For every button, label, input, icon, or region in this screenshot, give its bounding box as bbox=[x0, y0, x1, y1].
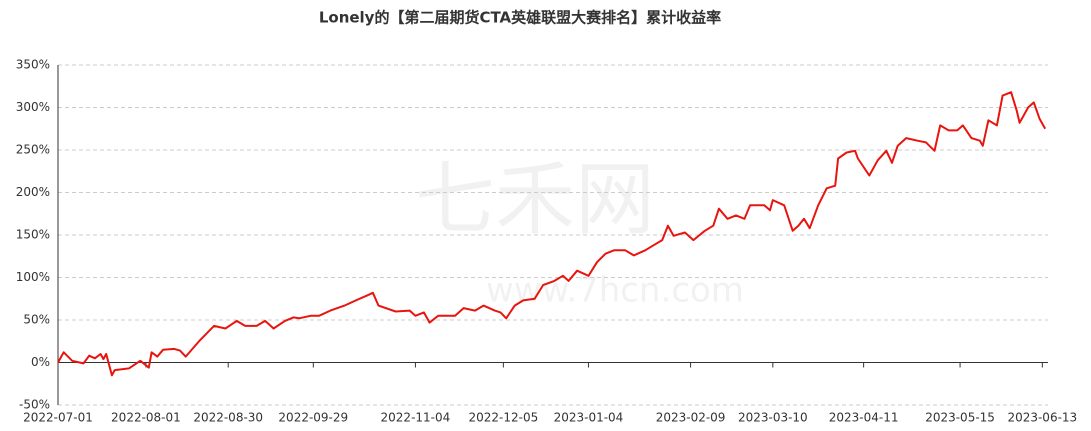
x-tick-label: 2022-07-01 bbox=[23, 411, 93, 425]
x-tick-label: 2023-03-10 bbox=[738, 411, 808, 425]
x-tick-label: 2023-06-13 bbox=[1007, 411, 1077, 425]
x-tick-label: 2023-01-04 bbox=[554, 411, 624, 425]
y-tick-label: 350% bbox=[16, 58, 50, 72]
x-tick-label: 2023-04-11 bbox=[829, 411, 899, 425]
watermark: 七禾网 bbox=[415, 153, 655, 246]
chart-title: Lonely的【第二届期货CTA英雄联盟大赛排名】累计收益率 bbox=[319, 9, 721, 27]
y-tick-label: -50% bbox=[19, 398, 50, 412]
x-tick-label: 2022-11-04 bbox=[381, 411, 451, 425]
x-tick-label: 2022-08-01 bbox=[111, 411, 181, 425]
y-tick-label: 50% bbox=[23, 313, 50, 327]
x-tick-label: 2023-05-15 bbox=[925, 411, 995, 425]
y-tick-label: 200% bbox=[16, 185, 50, 199]
y-tick-label: 150% bbox=[16, 228, 50, 242]
y-tick-label: 0% bbox=[31, 355, 50, 369]
x-tick-label: 2022-09-29 bbox=[278, 411, 348, 425]
y-tick-label: 300% bbox=[16, 100, 50, 114]
x-tick-label: 2022-12-05 bbox=[468, 411, 538, 425]
x-tick-label: 2023-02-09 bbox=[656, 411, 726, 425]
y-tick-label: 250% bbox=[16, 143, 50, 157]
line-series bbox=[57, 91, 1047, 377]
x-tick-label: 2022-08-30 bbox=[193, 411, 263, 425]
watermark: www.7hcn.com bbox=[486, 271, 744, 311]
y-tick-label: 100% bbox=[16, 270, 50, 284]
